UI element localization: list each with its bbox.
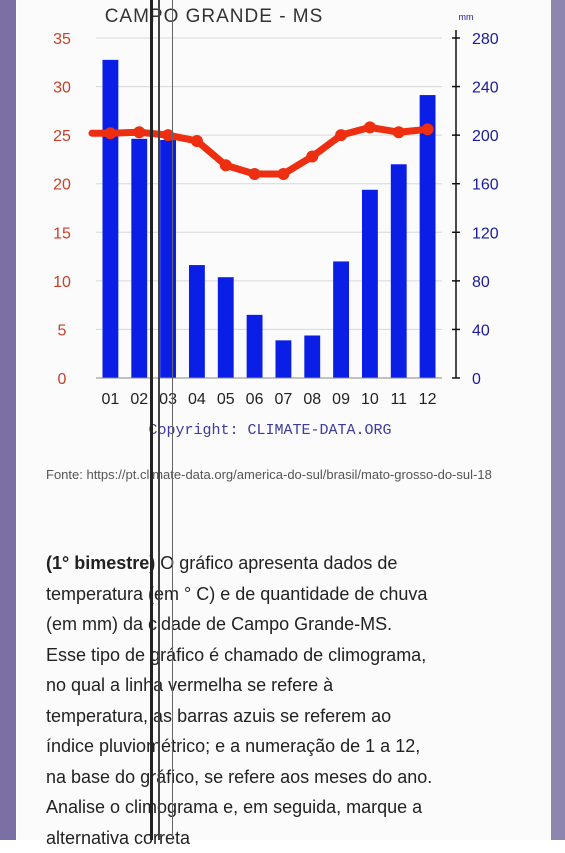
x-axis-tick-label: 03 xyxy=(159,391,177,408)
question-line-1: O gráfico apresenta dados de xyxy=(155,553,397,573)
page: 35 30 25 20 15 10 5 0 280 240 200 160 120 80 40 0 01 02 03… xyxy=(18,0,550,840)
x-axis-tick-label: 09 xyxy=(332,391,350,408)
precipitation-bar xyxy=(189,265,205,378)
question-line-5: no qual a linha vermelha se refere à xyxy=(46,670,546,701)
x-axis-tick-label: 12 xyxy=(419,391,437,408)
temperature-point xyxy=(249,168,261,180)
precipitation-bar xyxy=(304,336,320,379)
question-line-8: na base do gráfico, se refere aos meses … xyxy=(46,762,546,793)
left-axis-tick-label: 0 xyxy=(58,371,67,388)
right-axis-tick-label: 240 xyxy=(472,80,499,97)
temperature-point xyxy=(335,129,347,141)
question-line-4: Esse tipo de gráfico é chamado de climog… xyxy=(46,640,546,671)
chart-title: CAMPO GRANDE - MS xyxy=(105,6,324,27)
precipitation-bar xyxy=(131,139,147,378)
source-caption: Fonte: https://pt.climate-data.org/ameri… xyxy=(46,462,546,488)
question-text: (1° bimestre) O gráfico apresenta dados … xyxy=(46,548,546,853)
precipitation-bar xyxy=(247,315,263,378)
left-axis-tick-label: 5 xyxy=(58,322,67,339)
x-axis-tick-label: 06 xyxy=(246,391,264,408)
temperature-point xyxy=(191,135,203,147)
right-axis-tick-label: 40 xyxy=(472,322,490,339)
x-axis-tick-label: 07 xyxy=(275,391,293,408)
precipitation-bar xyxy=(333,261,349,378)
right-edge-strip xyxy=(551,0,565,840)
x-axis-tick-label: 05 xyxy=(217,391,235,408)
question-line-2: temperatura (em ° C) e de quantidade de … xyxy=(46,579,546,610)
left-axis-tick-label: 10 xyxy=(53,274,71,291)
right-axis-tick-label: 120 xyxy=(472,225,499,242)
temperature-point xyxy=(306,151,318,163)
right-axis-tick-label: 0 xyxy=(472,371,481,388)
temperature-point xyxy=(220,159,232,171)
precipitation-bar xyxy=(218,277,234,378)
page-fold-line xyxy=(158,0,160,840)
temperature-point xyxy=(104,127,116,139)
right-axis-tick-label: 160 xyxy=(472,177,499,194)
precipitation-bar xyxy=(102,60,118,378)
right-axis-tick-label: 280 xyxy=(472,31,499,48)
left-axis-tick-label: 25 xyxy=(53,128,71,145)
temperature-point xyxy=(133,126,145,138)
x-axis-tick-label: 02 xyxy=(130,391,148,408)
right-axis-tick-label: 200 xyxy=(472,128,499,145)
precipitation-bar xyxy=(362,190,378,378)
temperature-point xyxy=(422,123,434,135)
question-line-7: índice pluviométrico; e a numeração de 1… xyxy=(46,731,546,762)
precipitation-bar xyxy=(275,340,291,378)
page-fold-line xyxy=(150,0,153,840)
temperature-point xyxy=(393,126,405,138)
x-axis-tick-label: 08 xyxy=(303,391,321,408)
precipitation-bar xyxy=(420,95,436,378)
climogram-chart: 35 30 25 20 15 10 5 0 280 240 200 160 120 80 40 0 01 02 03… xyxy=(18,0,550,450)
x-axis-tick-label: 04 xyxy=(188,391,206,408)
x-axis-tick-label: 01 xyxy=(102,391,120,408)
left-axis-tick-label: 15 xyxy=(53,225,71,242)
left-axis-tick-label: 35 xyxy=(53,31,71,48)
left-edge-strip xyxy=(0,0,16,840)
temperature-point xyxy=(364,121,376,133)
left-axis-tick-label: 20 xyxy=(53,177,71,194)
question-line-6: temperatura, as barras azuis se referem … xyxy=(46,701,546,732)
x-axis-tick-label: 11 xyxy=(390,391,407,408)
question-line-9: Analise o climograma e, em seguida, marq… xyxy=(46,792,546,823)
chart-grid xyxy=(96,38,442,329)
page-fold-line xyxy=(172,0,173,840)
question-line-3: (em mm) da cidade de Campo Grande-MS. xyxy=(46,609,546,640)
source-text: Fonte: https://pt.climate-data.org/ameri… xyxy=(46,467,492,482)
right-axis-tick-label: 80 xyxy=(472,274,490,291)
left-axis-tick-label: 30 xyxy=(53,80,71,97)
question-lead: (1° bimestre) xyxy=(46,553,155,573)
question-line-10: alternativa correta xyxy=(46,823,546,853)
precipitation-bar xyxy=(160,140,176,378)
temperature-point xyxy=(277,168,289,180)
x-axis-tick-label: 10 xyxy=(361,391,379,408)
chart-copyright: Copyright: CLIMATE-DATA.ORG xyxy=(148,422,391,439)
precipitation-bar xyxy=(391,164,407,378)
right-axis-unit-label: mm xyxy=(459,12,474,22)
